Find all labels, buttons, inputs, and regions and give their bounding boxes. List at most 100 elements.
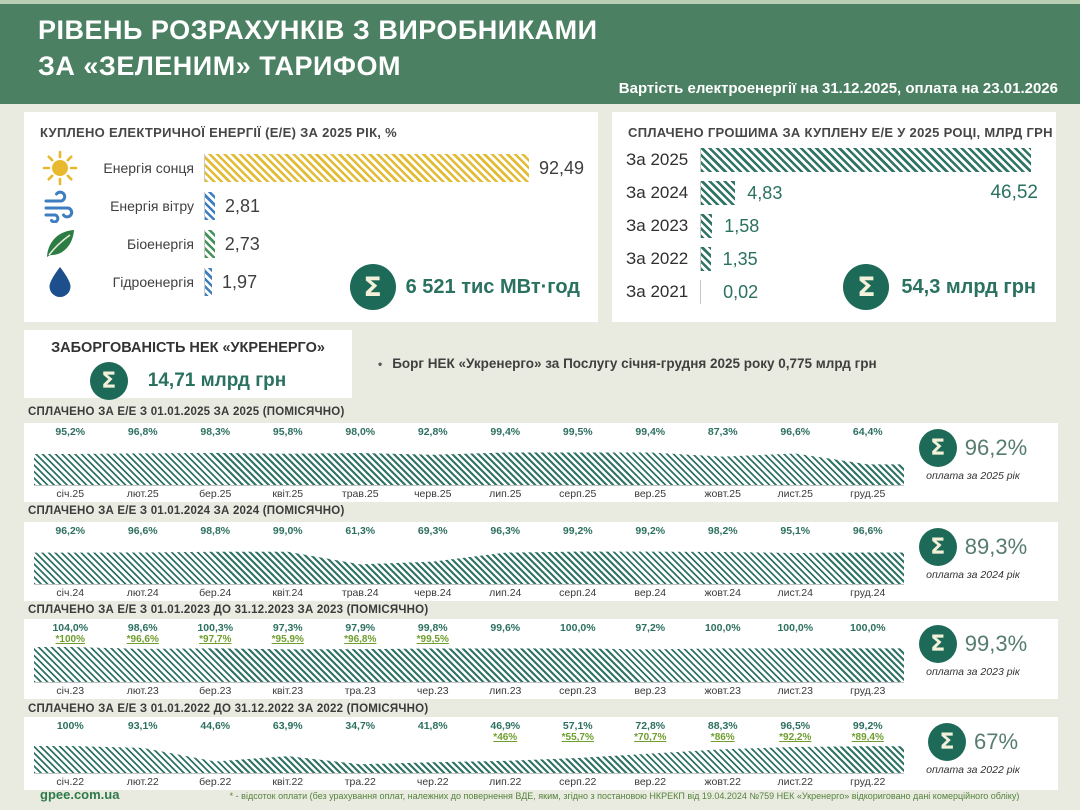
monthly-2022-chart: 100% 93,1% 44,6% 63,9% 34,7% 41,8% 46,9% *46% 57… <box>24 717 1058 790</box>
paid-row-2023: За 2023 1,58 <box>626 214 1042 238</box>
months-row: січ.23 лют.23 бер.23 квіт.23 тра.23 чер.23 лип… <box>34 682 904 699</box>
month-value-label: 97,9% *96,8% <box>344 622 377 646</box>
values-row: 104,0% *100% 98,6% *96,6% 100,3% *97,7% 97,3% *… <box>34 622 904 646</box>
month-label: жовт.25 <box>704 488 741 500</box>
sun-icon <box>38 150 82 186</box>
site-link[interactable]: gpee.com.ua <box>40 787 120 802</box>
month-label: груд.23 <box>850 685 886 697</box>
month-value-label: 100,0% <box>849 622 886 634</box>
month-label: бер.25 <box>199 488 232 500</box>
month-label: лют.24 <box>126 587 159 599</box>
total-percent: 96,2% <box>964 435 1028 460</box>
sigma-icon: Σ <box>918 625 957 663</box>
month-value-label: 96,5% *92,2% <box>779 720 812 744</box>
month-value-label: 96,6% <box>852 525 883 537</box>
bar-2022 <box>701 247 711 271</box>
month-value-label: 64,4% <box>852 426 883 438</box>
bar-track <box>700 148 1042 172</box>
values-row: 95,2% 96,8% 98,3% 95,8% 98,0% 92,8% 99,4% 99,5%… <box>34 426 904 438</box>
chart-total: Σ 99,3% оплата за 2023 рік <box>898 625 1048 678</box>
month-value-label: 99,4% <box>635 426 666 438</box>
month-label: лист.24 <box>777 587 813 599</box>
sigma-icon: Σ <box>843 264 890 310</box>
paid-money-title: СПЛАЧЕНО ГРОШИМА ЗА КУПЛЕНУ Е/Е У 2025 Р… <box>628 125 1053 140</box>
area-fill <box>34 551 904 585</box>
paid-2025-value: 46,52 <box>990 182 1038 203</box>
chart-total: Σ 96,2% оплата за 2025 рік <box>898 429 1048 482</box>
total-percent: 67% <box>973 729 1019 754</box>
month-value-label: 99,0% <box>272 525 303 537</box>
month-value-label: 100,0% <box>704 622 741 634</box>
month-label: жовт.24 <box>704 587 741 599</box>
monthly-2022-title: СПЛАЧЕНО ЗА Е/Е З 01.01.2022 ДО 31.12.20… <box>28 703 429 715</box>
drop-icon <box>38 265 82 299</box>
chart-total: Σ 89,3% оплата за 2024 рік <box>898 528 1048 581</box>
month-label: вер.25 <box>634 488 667 500</box>
month-label: лют.22 <box>126 776 159 788</box>
month-value-label: 57,1% *55,7% <box>561 720 594 744</box>
month-value-label: 99,6% <box>490 622 521 634</box>
month-label: серп.23 <box>559 685 597 697</box>
debt-total-row: Σ 14,71 млрд грн <box>24 362 352 400</box>
paid-total-value: 54,3 млрд грн <box>901 275 1036 298</box>
values-row: 96,2% 96,6% 98,8% 99,0% 61,3% 69,3% 96,3% 99,2%… <box>34 525 904 537</box>
month-label: лют.23 <box>126 685 159 697</box>
sigma-icon: Σ <box>927 723 966 761</box>
purchased-energy-rows: Енергія сонця 92,49 Енергія вітру 2,81 <box>38 150 584 306</box>
sigma-icon: Σ <box>918 429 957 467</box>
month-value-label: 96,6% <box>780 426 811 438</box>
month-value-label: 34,7% <box>345 720 376 732</box>
month-value-label: 96,2% <box>55 525 86 537</box>
paid-row-label: За 2024 <box>626 183 689 202</box>
sigma-icon: Σ <box>349 264 396 310</box>
month-value-label: 99,2% <box>635 525 666 537</box>
sigma-icon: Σ <box>918 528 957 566</box>
energy-row-label: Біоенергія <box>127 236 194 252</box>
debt-panel: ЗАБОРГОВАНІСТЬ НЕК «УКРЕНЕРГО» Σ 14,71 м… <box>24 330 352 400</box>
leaf-icon <box>38 227 82 261</box>
bar-value: 4,83 <box>747 182 783 203</box>
total-percent: 99,3% <box>964 631 1028 656</box>
total-caption: оплата за 2025 рік <box>926 470 1020 482</box>
area-fill <box>34 452 904 486</box>
sigma-icon: Σ <box>89 362 128 400</box>
bar-track: 92,49 <box>204 154 584 182</box>
month-label: квіт.25 <box>272 488 304 500</box>
paid-row-label: За 2025 <box>626 150 689 169</box>
month-label: жовт.22 <box>704 776 741 788</box>
month-label: трав.25 <box>341 488 379 500</box>
month-value-label: 72,8% *70,7% <box>634 720 667 744</box>
bar-value: 92,49 <box>538 157 584 178</box>
energy-row-bio: Біоенергія 2,73 <box>38 230 584 258</box>
month-label: трав.24 <box>341 587 379 599</box>
area-chart <box>34 450 904 486</box>
energy-row-label: Енергія вітру <box>110 198 194 214</box>
month-label: чер.23 <box>416 685 449 697</box>
monthly-2023-chart: 104,0% *100% 98,6% *96,6% 100,3% *97,7% 97,3% *… <box>24 619 1058 699</box>
month-label: квіт.22 <box>272 776 304 788</box>
purchased-energy-panel: КУПЛЕНО ЕЛЕКТРИЧНОЇ ЕНЕРГІЇ (Е/Е) ЗА 202… <box>24 112 598 322</box>
month-label: січ.24 <box>56 587 85 599</box>
bar-wind <box>205 192 216 220</box>
bar-track: 1,35 <box>700 247 1042 271</box>
header-subtitle: Вартість електроенергії на 31.12.2025, о… <box>618 80 1058 97</box>
energy-row-hydro: Гідроенергія 1,97 <box>38 265 584 299</box>
month-value-label: 100% <box>56 720 84 732</box>
month-value-label: 61,3% <box>345 525 376 537</box>
month-value-label: 69,3% <box>417 525 448 537</box>
month-label: лип.24 <box>489 587 522 599</box>
values-row: 100% 93,1% 44,6% 63,9% 34,7% 41,8% 46,9% *46% 57… <box>34 720 904 744</box>
area-chart <box>34 549 904 585</box>
month-label: лип.22 <box>489 776 522 788</box>
month-label: тра.22 <box>344 776 376 788</box>
bar-value: 1,58 <box>724 215 760 236</box>
footnote: * - відсоток оплати (без урахування опла… <box>229 791 1020 801</box>
month-label: груд.25 <box>850 488 886 500</box>
bar-2024 <box>701 181 736 205</box>
month-value-label: 88,3% *86% <box>707 720 738 744</box>
month-label: січ.23 <box>56 685 85 697</box>
month-value-label: 99,4% <box>490 426 521 438</box>
month-label: серп.25 <box>559 488 597 500</box>
month-label: бер.23 <box>199 685 232 697</box>
paid-row-2025: За 2025 <box>626 148 1042 172</box>
